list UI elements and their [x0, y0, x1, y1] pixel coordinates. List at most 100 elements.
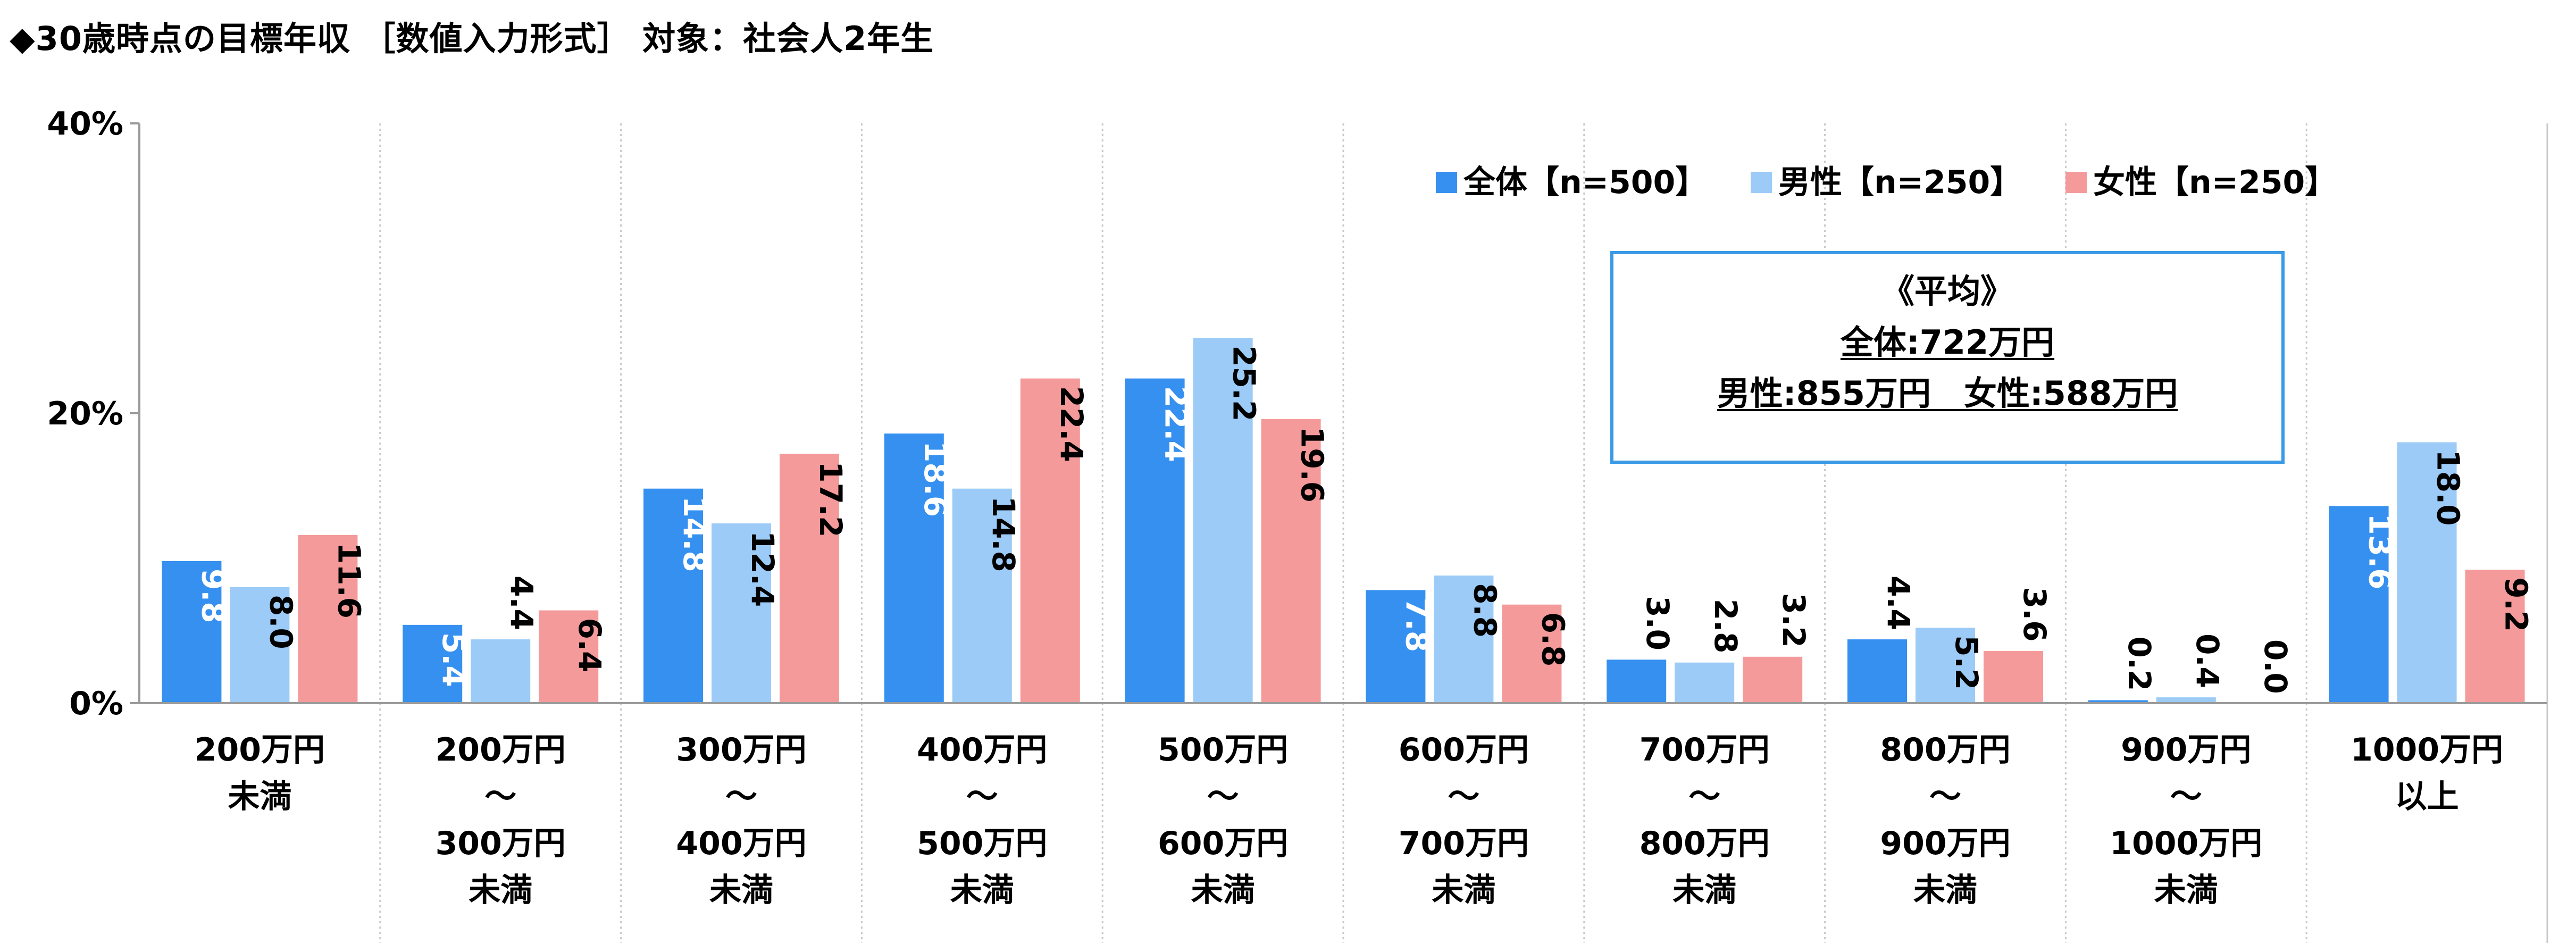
category-label: ～	[1448, 778, 1479, 815]
category-label: 400万円	[676, 825, 806, 862]
bar	[539, 610, 599, 703]
data-label: 4.4	[1880, 575, 1917, 630]
data-label: 5.4	[436, 632, 472, 687]
bar	[884, 433, 944, 703]
category-label: ～	[1929, 778, 1961, 815]
bar	[2088, 700, 2148, 703]
data-label: 6.8	[1535, 612, 1571, 667]
legend: 全体【n=500】 男性【n=250】 女性【n=250】	[1436, 164, 2337, 201]
bar	[2465, 570, 2525, 703]
data-label: 2.8	[1708, 599, 1744, 654]
bar	[1261, 419, 1321, 703]
data-label: 22.4	[1053, 386, 1090, 462]
category-label: 600万円	[1399, 731, 1529, 769]
average-overall: 全体:722万円	[1840, 323, 2055, 362]
axis-layer: 0%20%40%200万円未満200万円～300万円未満300万円～400万円未…	[47, 105, 2547, 909]
category-label: 以上	[2395, 778, 2459, 815]
legend-swatch	[1436, 172, 1457, 193]
average-heading: 《平均》	[1881, 272, 2013, 311]
category-label: 800万円	[1880, 731, 2010, 769]
data-label: 0.0	[2257, 639, 2294, 694]
data-label: 17.2	[813, 461, 849, 537]
y-tick-label: 20%	[47, 395, 123, 432]
bar	[1675, 662, 1735, 703]
data-label: 9.8	[195, 569, 231, 623]
category-label: 700万円	[1640, 731, 1770, 769]
y-tick-label: 0%	[69, 685, 123, 722]
bar	[2156, 697, 2216, 703]
category-label: 200万円	[436, 731, 566, 769]
y-tick-label: 40%	[47, 105, 123, 143]
bar	[298, 535, 358, 703]
category-label: 800万円	[1640, 825, 1770, 862]
category-label: 1000万円	[2351, 731, 2503, 769]
data-label: 14.8	[676, 496, 713, 572]
bar	[471, 639, 531, 703]
data-label: 18.6	[917, 441, 954, 517]
data-label: 14.8	[985, 496, 1022, 572]
bar	[1847, 639, 1907, 703]
data-label: 18.0	[2430, 450, 2466, 526]
data-labels-layer: 9.8 8.0 11.6 5.4 4.4 6.4 14.8 12.4 17.2 18.6 14.8 2…	[195, 345, 2534, 694]
category-label: 300万円	[676, 731, 806, 769]
bar	[1193, 338, 1253, 703]
bar	[1743, 656, 1803, 703]
category-label: 未満	[709, 872, 773, 909]
data-label: 11.6	[331, 543, 367, 619]
category-label: ～	[2170, 778, 2202, 815]
bar	[1434, 575, 1494, 703]
category-label: 700万円	[1399, 825, 1529, 862]
category-label: 未満	[1191, 872, 1255, 909]
bars-layer	[162, 338, 2525, 703]
category-label: 300万円	[436, 825, 566, 862]
bar	[230, 587, 290, 703]
data-label: 19.6	[1294, 427, 1331, 503]
category-label: 未満	[1432, 872, 1495, 909]
category-label: 未満	[228, 778, 291, 815]
category-label: 600万円	[1158, 825, 1288, 862]
bar	[162, 561, 222, 703]
data-label: 3.0	[1640, 596, 1676, 650]
bar	[1125, 378, 1185, 703]
data-label: 4.4	[504, 575, 540, 630]
data-label: 5.2	[1948, 635, 1985, 690]
legend-swatch	[2065, 172, 2087, 193]
category-label: 900万円	[2121, 731, 2251, 769]
average-by-gender: 男性:855万円 女性:588万円	[1717, 374, 2178, 413]
data-label: 3.6	[2017, 587, 2053, 642]
bar	[643, 488, 703, 703]
legend-label: 全体【n=500】	[1463, 164, 1707, 201]
category-label: ～	[1207, 778, 1239, 815]
category-label: 200万円	[195, 731, 325, 769]
category-label: 未満	[950, 872, 1014, 909]
bar	[1366, 590, 1426, 703]
bar	[1502, 604, 1562, 703]
data-label: 22.4	[1158, 386, 1194, 462]
data-label: 8.8	[1467, 583, 1503, 638]
legend-label: 男性【n=250】	[1778, 164, 2022, 201]
data-label: 9.2	[2498, 577, 2535, 632]
grid-layer	[379, 123, 2548, 943]
bar	[2397, 442, 2457, 703]
category-label: 未満	[1913, 872, 1977, 909]
category-label: ～	[484, 778, 516, 815]
category-label: 未満	[469, 872, 532, 909]
category-label: 400万円	[917, 731, 1047, 769]
data-label: 13.6	[2362, 513, 2398, 589]
category-label: ～	[1688, 778, 1720, 815]
category-label: ～	[966, 778, 998, 815]
bar	[1916, 628, 1975, 703]
category-label: 未満	[2154, 872, 2218, 909]
category-label: 1000万円	[2110, 825, 2262, 862]
bar	[1984, 650, 2043, 703]
data-label: 6.4	[572, 618, 608, 673]
chart-title: ◆30歳時点の目標年収 ［数値入力形式］ 対象：社会人2年生	[10, 19, 934, 58]
category-label: 900万円	[1880, 825, 2010, 862]
bar	[1020, 378, 1080, 703]
data-label: 25.2	[1226, 345, 1262, 421]
bar	[952, 488, 1012, 703]
bar	[1607, 660, 1667, 703]
data-label: 8.0	[263, 595, 299, 649]
bar	[403, 624, 463, 703]
